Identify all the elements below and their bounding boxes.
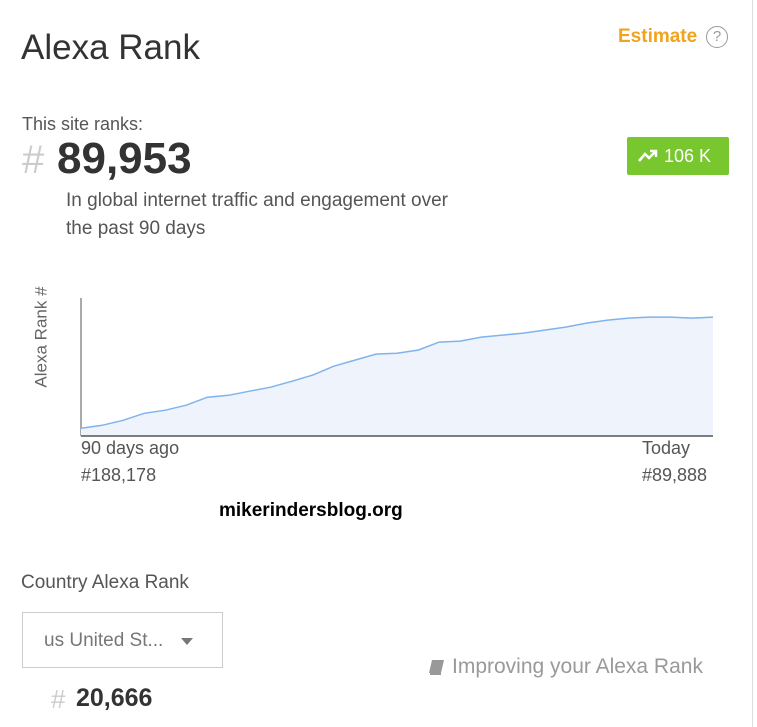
x-tick-label: 90 days ago xyxy=(81,438,179,458)
caret xyxy=(181,638,193,645)
watermark: mikerindersblog.org xyxy=(219,500,403,521)
rank-line xyxy=(80,316,714,430)
country-selected: us United St... xyxy=(44,630,164,651)
rank-change: 106 K xyxy=(664,146,712,166)
rank-hash: # xyxy=(22,138,45,182)
book-icon xyxy=(429,660,444,675)
rank-chart: Alexa Rank # 90 days ago #188,178 Today #89… xyxy=(31,286,714,485)
y-axis-label: Alexa Rank # xyxy=(31,286,50,388)
endpoint-rank: #188,178 xyxy=(81,465,156,485)
estimate-link[interactable]: Estimate xyxy=(618,26,698,47)
rank-change-badge: 106 K xyxy=(627,137,729,175)
country-dropdown[interactable]: us United St... xyxy=(22,612,223,668)
area-fill xyxy=(81,317,713,436)
global-rank: 89,953 xyxy=(57,134,192,183)
country-title: Country Alexa Rank xyxy=(21,572,189,593)
country-hash: # xyxy=(51,684,66,714)
trend-icon xyxy=(638,149,658,162)
endpoint-rank: #89,888 xyxy=(642,465,707,485)
improve-link[interactable]: Improving your Alexa Rank xyxy=(452,655,703,678)
rank-description: In global internet traffic and engagemen… xyxy=(66,190,449,239)
help-icon[interactable]: ? xyxy=(706,26,728,48)
scroll-border xyxy=(752,0,753,727)
x-tick-label: Today xyxy=(642,438,690,458)
country-rank: 20,666 xyxy=(76,684,153,712)
title: Alexa Rank xyxy=(21,28,200,67)
rank-label: This site ranks: xyxy=(22,114,144,134)
